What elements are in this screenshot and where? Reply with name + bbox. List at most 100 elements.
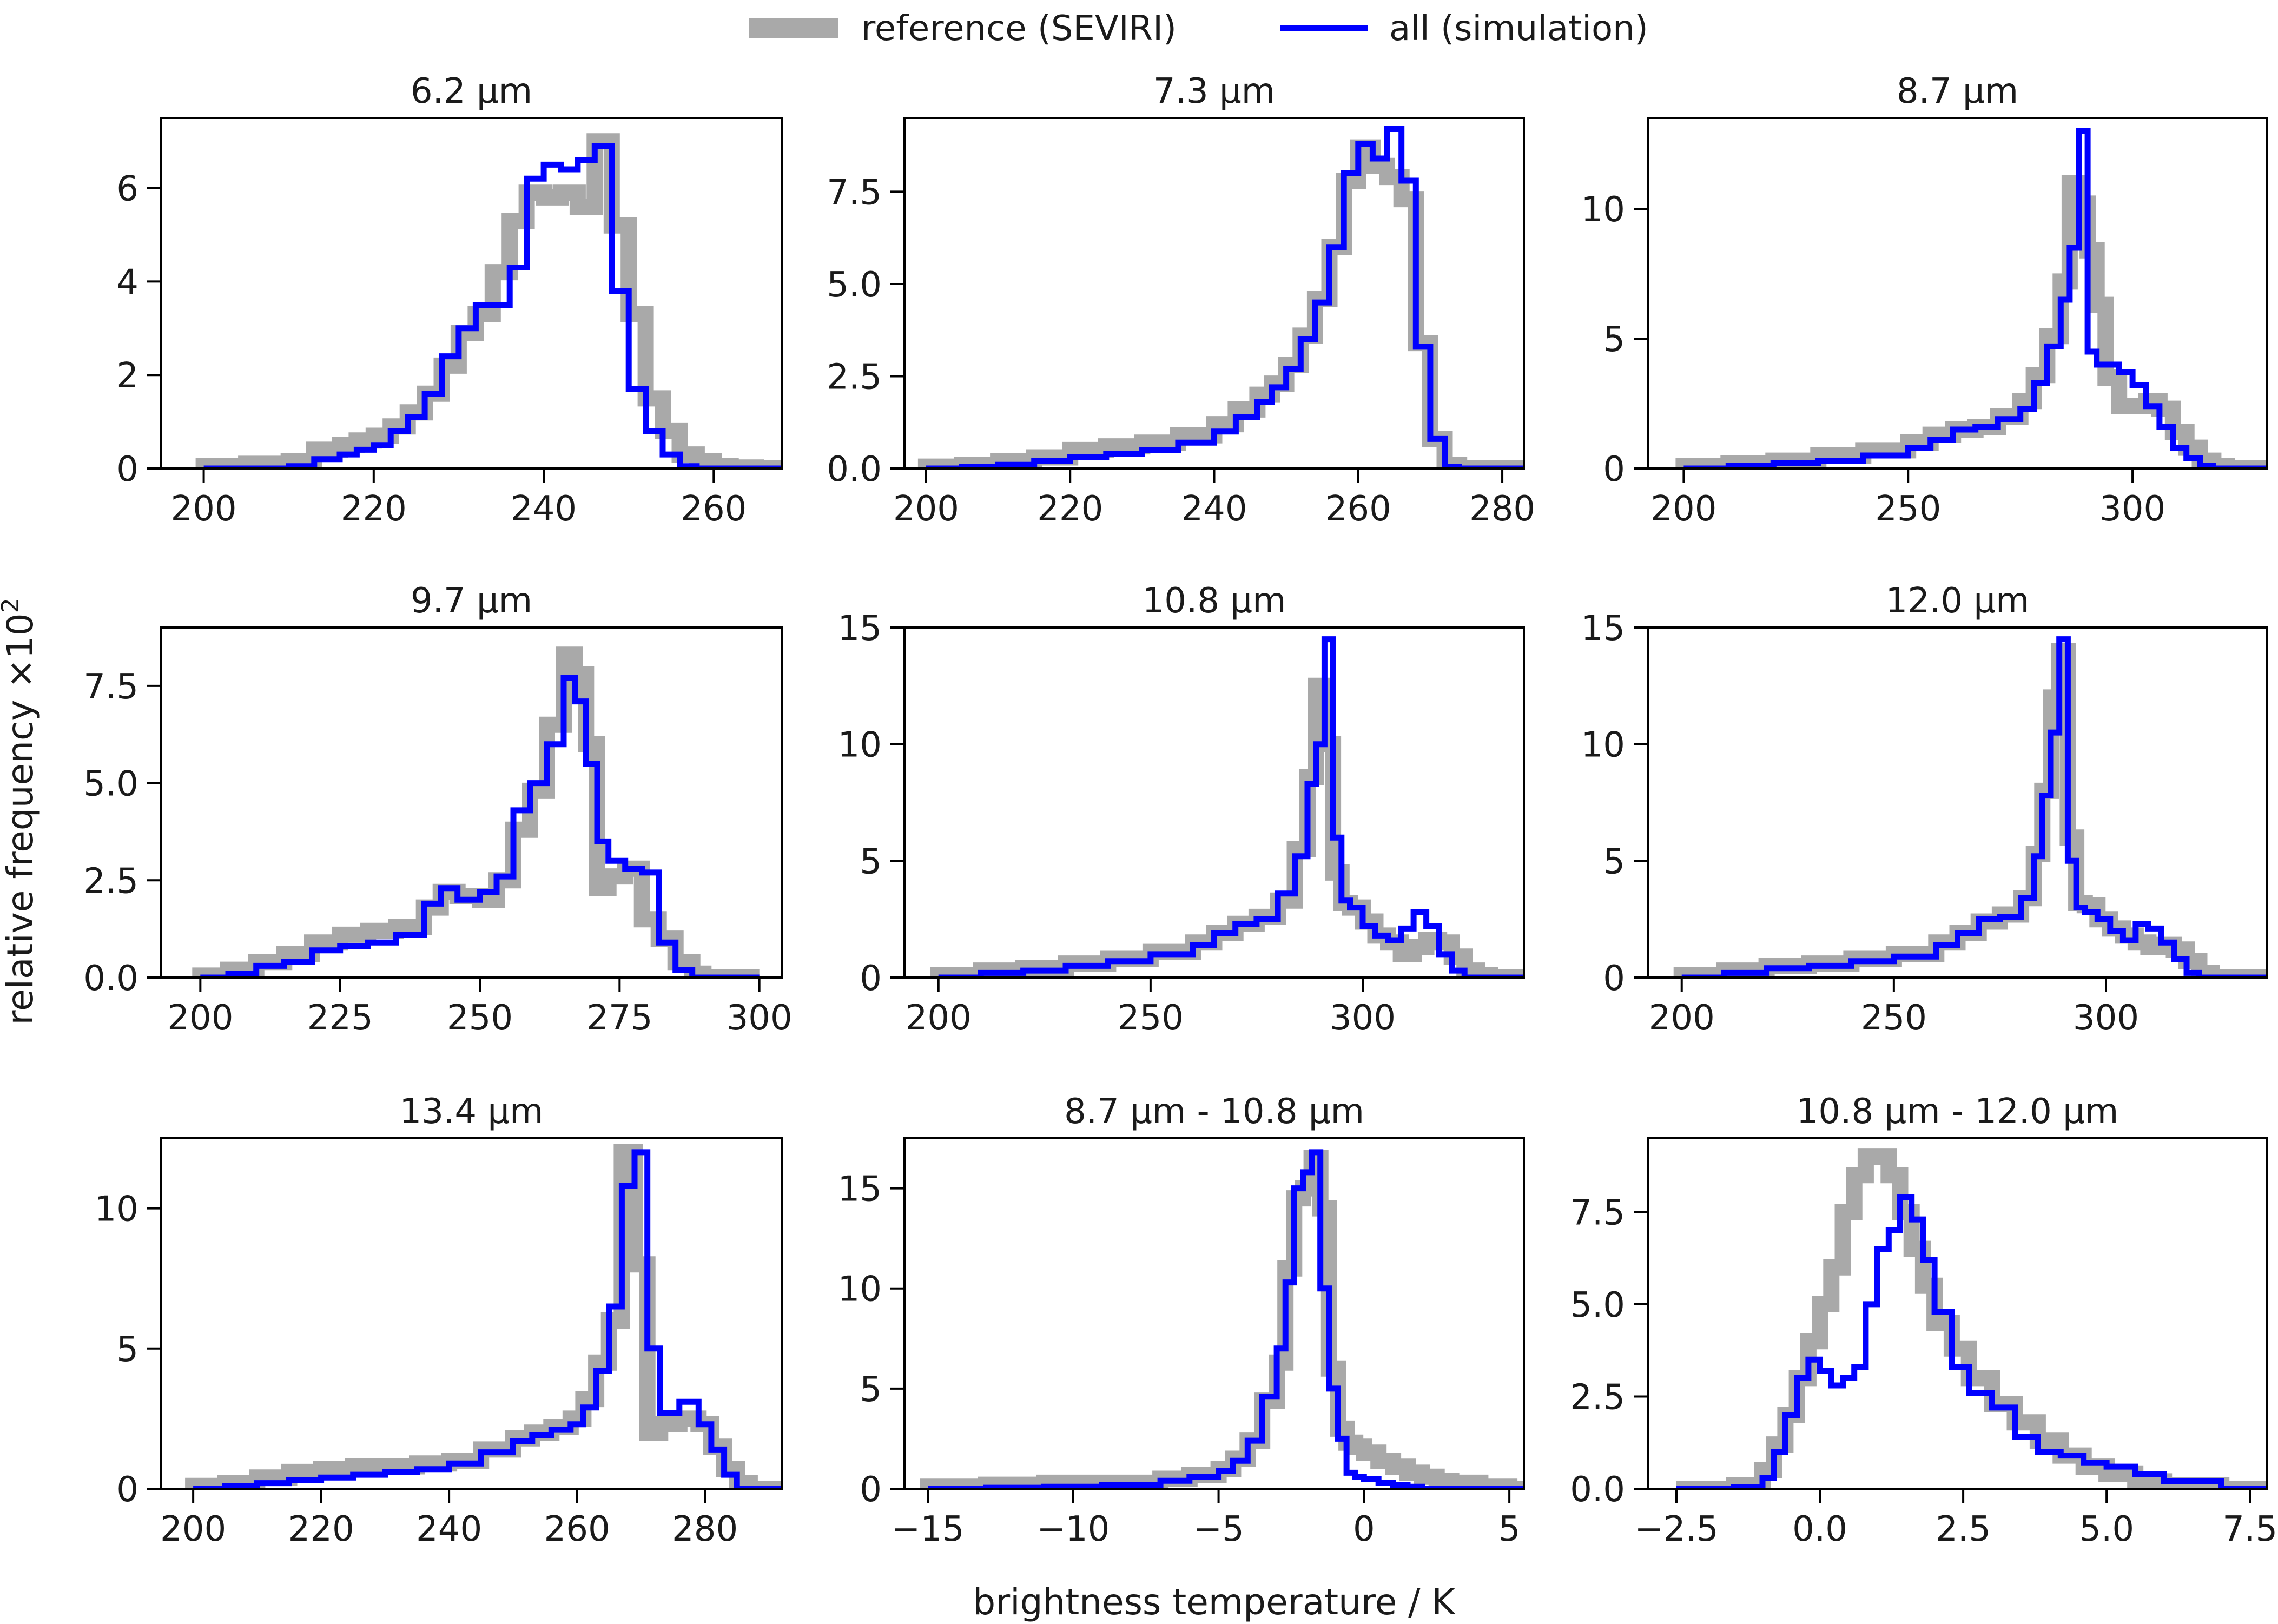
series-simulation xyxy=(928,1149,1524,1489)
legend-label-simulation: all (simulation) xyxy=(1389,9,1648,49)
x-tick-label: 250 xyxy=(447,998,513,1038)
x-tick-label: 240 xyxy=(416,1509,482,1549)
y-tick-label: 5.0 xyxy=(1570,1285,1625,1325)
axes-frame xyxy=(160,1137,783,1490)
panel-title: 9.7 μm xyxy=(411,581,532,621)
series-simulation xyxy=(1683,128,2267,468)
x-tick-label: 225 xyxy=(307,998,373,1038)
panel-title: 7.3 μm xyxy=(1153,71,1275,111)
y-tick-label: 2.5 xyxy=(1570,1377,1625,1417)
x-tick-label: 260 xyxy=(681,489,747,529)
x-tick-label: 2.5 xyxy=(1936,1509,1991,1549)
x-tick-label: 260 xyxy=(544,1509,610,1549)
y-tick-label: 6 xyxy=(116,169,138,209)
y-tick-label: 10 xyxy=(95,1190,138,1230)
series-reference xyxy=(195,133,782,468)
y-tick-label: 0 xyxy=(860,1470,882,1510)
x-tick-label: 280 xyxy=(1469,489,1535,529)
y-tick-label: 5 xyxy=(860,842,882,882)
y-tick-label: 0.0 xyxy=(1570,1470,1625,1510)
x-tick-label: 240 xyxy=(1181,489,1247,529)
series-reference xyxy=(1676,1148,2267,1489)
panel-5: 200 250 300 0 5 10 15 10.8 μm xyxy=(838,581,1525,1038)
series-simulation xyxy=(1681,636,2267,978)
x-tick-label: −15 xyxy=(891,1509,964,1549)
series-simulation xyxy=(938,636,1524,978)
x-tick-label: 200 xyxy=(167,998,233,1038)
y-tick-label: 2.5 xyxy=(827,357,882,397)
x-tick-label: 300 xyxy=(727,998,793,1038)
x-tick-label: 220 xyxy=(341,489,407,529)
x-tick-label: 200 xyxy=(893,489,959,529)
axes-frame xyxy=(903,626,1525,979)
y-tick-label: 10 xyxy=(838,725,882,765)
panel-7: 200 220 240 260 280 0 5 10 13.4 μm xyxy=(95,1092,783,1549)
panel-title: 10.8 μm xyxy=(1143,581,1286,621)
y-tick-label: 10 xyxy=(838,1270,882,1310)
y-tick-label: 10 xyxy=(1581,725,1625,765)
legend: reference (SEVIRI) all (simulation) xyxy=(749,9,1648,49)
series-simulation xyxy=(193,1149,782,1489)
y-tick-label: 4 xyxy=(116,262,138,302)
y-tick-label: 7.5 xyxy=(827,173,882,213)
y-tick-label: 0 xyxy=(860,959,882,999)
y-tick-label: 2.5 xyxy=(83,861,138,901)
y-tick-label: 0 xyxy=(1603,450,1625,490)
x-tick-label: 5.0 xyxy=(2079,1509,2134,1549)
x-tick-label: 300 xyxy=(2099,489,2165,529)
y-tick-label: 15 xyxy=(838,1170,882,1210)
x-tick-label: 220 xyxy=(1037,489,1103,529)
y-tick-label: 0 xyxy=(116,1470,138,1510)
panel-title: 6.2 μm xyxy=(411,71,532,111)
x-tick-label: 200 xyxy=(1650,489,1716,529)
x-tick-label: −5 xyxy=(1193,1509,1244,1549)
axes-frame xyxy=(160,117,783,470)
series-reference xyxy=(192,646,760,978)
axes-frame xyxy=(1647,117,2268,470)
x-tick-label: 200 xyxy=(170,489,236,529)
series-simulation xyxy=(200,675,760,978)
x-tick-label: 240 xyxy=(511,489,577,529)
panel-9: −2.5 0.0 2.5 5.0 7.50.02.55.07.510.8 μm - 12… xyxy=(1570,1092,2277,1549)
x-tick-label: 250 xyxy=(1861,998,1927,1038)
series-simulation xyxy=(203,143,782,468)
series-reference xyxy=(917,139,1524,468)
y-axis-label-text: relative frequency ×10 xyxy=(0,613,41,1025)
panel-1: 200 220 240 260 0 2 4 6 6.2 μm xyxy=(116,71,783,529)
panel-title: 10.8 μm - 12.0 μm xyxy=(1797,1092,2119,1132)
panel-title: 8.7 μm xyxy=(1897,71,2018,111)
panels: 200 220 240 260 0 2 4 6 6.2 μm 200 220 240 260 280 0.0… xyxy=(83,71,2277,1549)
panel-6: 200 250 300 0 5 10 15 12.0 μm xyxy=(1581,581,2268,1038)
axes-frame xyxy=(1647,626,2268,979)
y-tick-label: 2 xyxy=(116,356,138,396)
x-tick-label: 250 xyxy=(1118,998,1184,1038)
x-tick-label: −2.5 xyxy=(1634,1509,1718,1549)
x-tick-label: 280 xyxy=(672,1509,738,1549)
x-tick-label: 200 xyxy=(160,1509,226,1549)
y-tick-label: 5 xyxy=(860,1370,882,1410)
x-tick-label: 200 xyxy=(1649,998,1715,1038)
y-tick-label: 5 xyxy=(1603,842,1625,882)
panel-8: −15 −10 −5 0 5 0 5 10 15 8.7 μm - 10.8 μm xyxy=(838,1092,1525,1549)
y-tick-label: 5.0 xyxy=(827,265,882,305)
y-tick-label: 7.5 xyxy=(83,667,138,707)
x-tick-label: 7.5 xyxy=(2222,1509,2277,1549)
y-tick-label: 5 xyxy=(1603,320,1625,360)
series-simulation xyxy=(1676,1194,2267,1489)
y-tick-label: 10 xyxy=(1581,190,1625,230)
y-tick-label: 15 xyxy=(838,609,882,649)
x-tick-label: −10 xyxy=(1036,1509,1110,1549)
panel-3: 200 250 300 0 5 10 8.7 μm xyxy=(1581,71,2268,529)
panel-2: 200 220 240 260 280 0.0 2.5 5.0 7.5 7.3 μm xyxy=(827,71,1535,529)
y-tick-label: 7.5 xyxy=(1570,1193,1625,1233)
legend-label-reference: reference (SEVIRI) xyxy=(861,9,1177,49)
x-tick-label: 0.0 xyxy=(1792,1509,1847,1549)
y-tick-label: 0.0 xyxy=(83,959,138,999)
panel-title: 8.7 μm - 10.8 μm xyxy=(1064,1092,1364,1132)
x-tick-label: 260 xyxy=(1325,489,1391,529)
y-axis-label: relative frequency ×102 xyxy=(0,598,41,1025)
panel-title: 13.4 μm xyxy=(400,1092,544,1132)
x-axis-label: brightness temperature / K xyxy=(973,1581,1456,1623)
x-tick-label: 250 xyxy=(1875,489,1941,529)
x-tick-label: 300 xyxy=(1330,998,1396,1038)
